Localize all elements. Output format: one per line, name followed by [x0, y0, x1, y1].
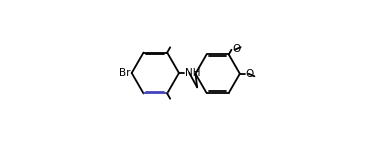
Text: O: O [232, 45, 240, 54]
Text: O: O [246, 69, 254, 79]
Text: Br: Br [119, 68, 130, 78]
Text: NH: NH [185, 68, 200, 78]
